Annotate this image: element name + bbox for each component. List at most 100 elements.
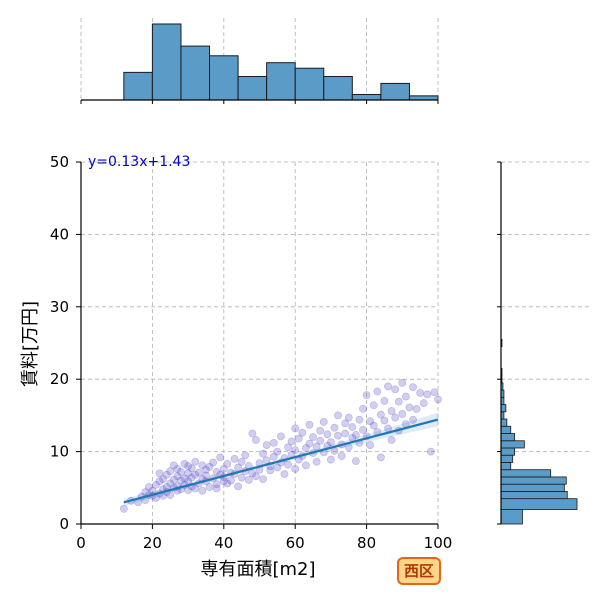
- scatter-point: [177, 467, 185, 476]
- scatter-point: [219, 465, 228, 473]
- regression-equation-label: y=0.13x+1.43: [88, 154, 190, 170]
- scatter-point: [119, 504, 128, 513]
- scatter-point: [302, 461, 310, 470]
- scatter-point: [259, 475, 267, 484]
- scatter-point: [398, 410, 407, 418]
- scatter-point: [430, 388, 439, 397]
- x-tick-label: 0: [76, 534, 86, 552]
- scatter-point: [223, 479, 232, 488]
- top-hist-bar: [294, 67, 325, 101]
- scatter-point: [230, 454, 239, 463]
- scatter-point: [273, 463, 282, 472]
- scatter-point: [241, 451, 250, 460]
- scatter-point: [348, 423, 357, 431]
- scatter-point: [173, 465, 182, 473]
- right-hist-bar: [500, 476, 567, 485]
- scatter-point: [380, 416, 389, 425]
- right-hist-bar: [500, 418, 508, 427]
- top-hist-bar: [351, 93, 382, 101]
- scatter-point: [173, 472, 182, 481]
- scatter-point: [252, 436, 260, 444]
- top-hist-bar: [408, 95, 439, 101]
- scatter-point: [351, 431, 360, 439]
- scatter-point: [401, 392, 410, 401]
- x-tick-label: 100: [424, 534, 453, 552]
- scatter-point: [198, 461, 207, 470]
- scatter-point: [269, 439, 278, 447]
- scatter-point: [266, 466, 275, 475]
- scatter-point: [227, 476, 235, 485]
- x-tick-label: 60: [286, 534, 305, 552]
- district-badge: 西区: [397, 557, 441, 585]
- scatter-point: [202, 465, 210, 474]
- right-hist-bar: [500, 498, 578, 510]
- scatter-point: [398, 378, 407, 387]
- scatter-point: [159, 475, 168, 484]
- scatter-point: [262, 441, 271, 449]
- scatter-point: [162, 470, 171, 479]
- scatter-point: [291, 465, 300, 473]
- scatter-point: [237, 457, 246, 466]
- scatter-point: [209, 458, 217, 467]
- scatter-point: [426, 447, 435, 456]
- scatter-point: [337, 452, 346, 460]
- scatter-point: [269, 452, 278, 461]
- right-hist-bar: [500, 462, 512, 471]
- scatter-point: [312, 457, 321, 466]
- scatter-point: [334, 431, 342, 440]
- scatter-point: [152, 481, 160, 489]
- scatter-point: [244, 475, 253, 484]
- scatter-point: [259, 449, 267, 458]
- right-hist-bar: [500, 509, 523, 525]
- right-hist-bar: [500, 491, 568, 500]
- scatter-point: [341, 429, 350, 438]
- scatter-point: [284, 460, 292, 469]
- scatter-point: [191, 484, 200, 493]
- scatter-point: [359, 425, 367, 434]
- scatter-point: [284, 443, 292, 452]
- scatter-point: [416, 389, 425, 397]
- scatter-point: [366, 441, 375, 449]
- scatter-point: [298, 428, 307, 437]
- scatter-point: [376, 410, 385, 419]
- scatter-point: [198, 486, 207, 495]
- scatter-point: [184, 469, 192, 478]
- scatter-point: [291, 424, 300, 433]
- right-hist-bar: [500, 440, 525, 449]
- scatter-point: [155, 477, 164, 486]
- scatter-point: [191, 457, 200, 466]
- y-tick-label: 40: [50, 225, 69, 243]
- y-tick-label: 50: [50, 153, 69, 171]
- scatter-point: [273, 447, 282, 456]
- scatter-point: [380, 397, 389, 405]
- scatter-point: [423, 390, 432, 399]
- scatter-point: [234, 482, 242, 491]
- top-hist-bar: [180, 45, 211, 101]
- scatter-point: [373, 387, 382, 396]
- top-hist-bar: [380, 82, 410, 101]
- scatter-point: [316, 436, 325, 445]
- top-hist-bar: [266, 62, 296, 101]
- scatter-point: [166, 491, 175, 499]
- scatter-points: [119, 378, 442, 513]
- top-hist-bar: [209, 55, 239, 101]
- scatter-point: [212, 480, 221, 489]
- scatter-point: [291, 446, 300, 455]
- scatter-point: [369, 401, 378, 410]
- top-hist-bar: [151, 23, 182, 101]
- scatter-point: [155, 469, 164, 478]
- scatter-point: [344, 413, 353, 422]
- right-hist-bar: [500, 404, 507, 413]
- scatter-point: [205, 483, 214, 491]
- scatter-point: [212, 467, 221, 476]
- scatter-point: [434, 395, 442, 404]
- top-hist-bar: [123, 71, 153, 101]
- scatter-point: [169, 461, 178, 470]
- scatter-point: [387, 436, 396, 444]
- scatter-point: [387, 407, 396, 415]
- y-tick-label: 0: [59, 515, 69, 533]
- scatter-point: [334, 411, 342, 420]
- right-hist-bar: [500, 483, 565, 492]
